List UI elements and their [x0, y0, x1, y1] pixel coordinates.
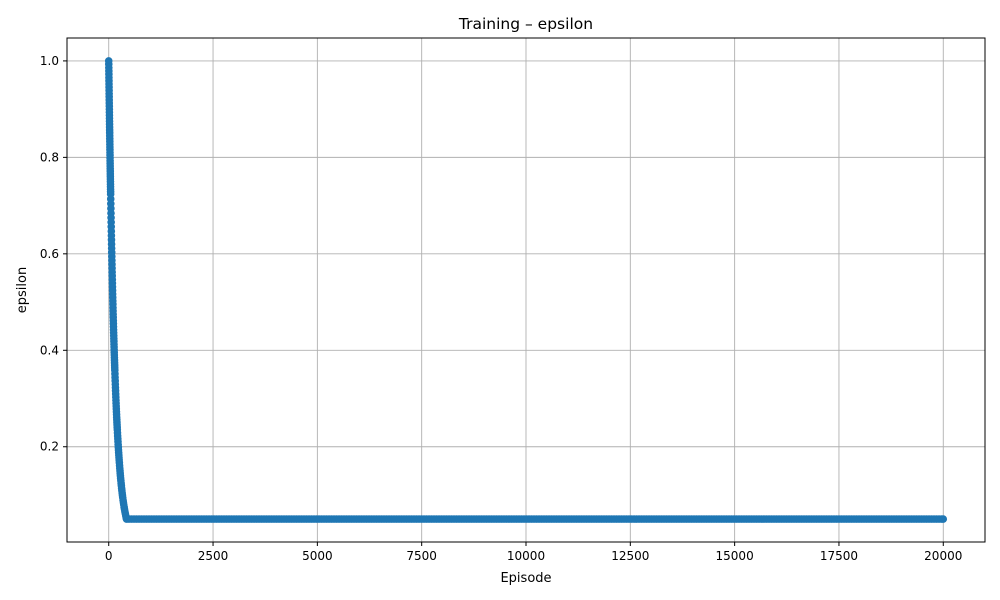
- series-epsilon: [104, 57, 948, 523]
- x-tick-label: 5000: [302, 549, 333, 563]
- grid: [67, 38, 985, 542]
- y-tick-label: 0.2: [40, 440, 59, 454]
- x-axis-label: Episode: [500, 571, 551, 586]
- chart-title: Training – epsilon: [458, 15, 593, 33]
- y-tick-label: 1.0: [40, 54, 59, 68]
- y-tick-label: 0.4: [40, 343, 59, 357]
- x-tick-label: 17500: [820, 549, 858, 563]
- y-axis-ticks: 0.2 0.4 0.6 0.8 1.0: [40, 54, 67, 454]
- x-axis-ticks: 0 2500 5000 7500 10000 12500 15000 17500 20000: [105, 542, 962, 563]
- x-tick-label: 20000: [924, 549, 962, 563]
- y-axis-label: epsilon: [15, 267, 30, 313]
- y-tick-label: 0.6: [40, 247, 59, 261]
- x-tick-label: 12500: [611, 549, 649, 563]
- y-tick-label: 0.8: [40, 150, 59, 164]
- x-tick-label: 0: [105, 549, 113, 563]
- x-tick-label: 7500: [406, 549, 437, 563]
- x-tick-label: 2500: [198, 549, 229, 563]
- x-tick-label: 10000: [507, 549, 545, 563]
- x-tick-label: 15000: [716, 549, 754, 563]
- data-point: [939, 515, 948, 523]
